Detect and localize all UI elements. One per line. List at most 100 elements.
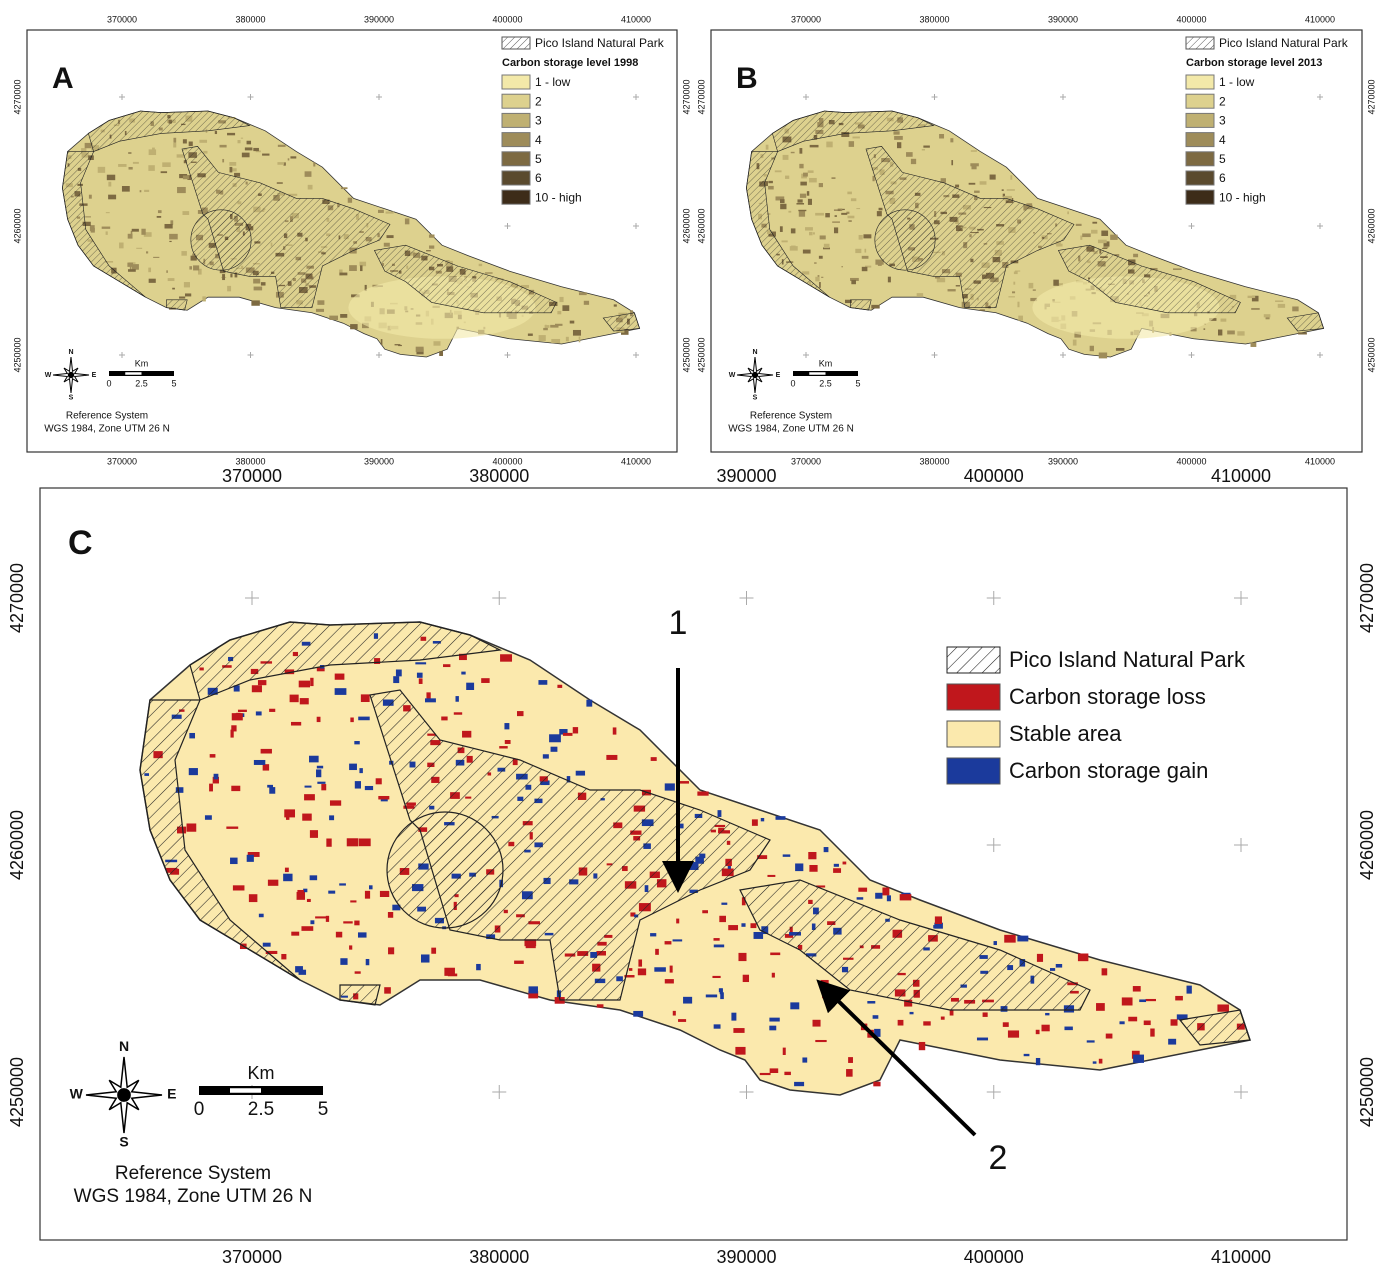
land-patch [797, 199, 802, 202]
land-patch [343, 921, 352, 923]
land-patch [676, 919, 679, 924]
land-patch [258, 680, 266, 685]
land-patch [232, 713, 243, 720]
land-patch [1041, 1025, 1049, 1032]
legend-swatch [1186, 171, 1214, 185]
land-patch [780, 204, 786, 209]
land-patch [415, 662, 426, 664]
land-patch [173, 143, 176, 147]
land-patch [238, 710, 247, 712]
land-patch [247, 855, 254, 862]
legend-swatch [947, 684, 1000, 710]
land-patch [1092, 222, 1097, 224]
land-patch [349, 764, 357, 770]
land-patch [1003, 1022, 1009, 1027]
land-patch [380, 891, 389, 897]
land-patch [597, 1004, 604, 1007]
land-patch [673, 939, 683, 941]
land-patch [199, 140, 207, 143]
land-patch [136, 248, 142, 249]
land-patch [971, 165, 976, 169]
land-patch [291, 932, 299, 936]
land-patch [990, 175, 996, 180]
compass-letter: W [70, 1086, 84, 1102]
land-patch [290, 156, 296, 158]
land-patch [808, 170, 814, 173]
land-patch [98, 167, 105, 173]
legend-label: 3 [535, 114, 542, 128]
x-coord-label: 400000 [1176, 14, 1206, 24]
land-patch [862, 267, 868, 271]
land-patch [570, 321, 575, 324]
land-patch [810, 145, 819, 148]
land-patch [1101, 231, 1108, 236]
compass-letter: N [119, 1038, 129, 1054]
panel-label: A [52, 62, 74, 95]
land-patch [576, 771, 585, 776]
land-patch [566, 337, 569, 341]
x-coord-label: 390000 [716, 1247, 776, 1267]
land-patch [897, 142, 901, 148]
land-patch [1018, 316, 1023, 321]
land-patch [1076, 224, 1082, 226]
land-patch [819, 282, 821, 288]
land-patch [714, 1024, 721, 1028]
land-patch [148, 268, 151, 273]
land-patch [1150, 1029, 1154, 1037]
land-patch [359, 838, 371, 846]
land-patch [784, 1072, 791, 1075]
land-patch [89, 195, 92, 199]
land-patch [768, 186, 774, 190]
park-area [387, 812, 503, 928]
land-patch [543, 328, 548, 330]
y-coord-label: 4260000 [12, 208, 22, 243]
x-coord-label: 410000 [1211, 466, 1271, 486]
land-patch [297, 890, 304, 895]
land-patch [500, 654, 512, 661]
land-patch [340, 314, 347, 318]
land-patch [254, 760, 265, 765]
land-patch [858, 888, 867, 892]
land-patch [865, 249, 867, 253]
land-patch [153, 257, 159, 258]
reference-text: Reference System [115, 1163, 271, 1184]
land-patch [1037, 954, 1043, 962]
land-patch [1146, 999, 1156, 1001]
land-patch [184, 282, 190, 287]
panel-label: C [68, 524, 93, 562]
land-patch [359, 768, 362, 773]
land-patch [182, 211, 189, 215]
land-patch [1008, 1030, 1019, 1037]
land-patch [766, 145, 769, 150]
land-patch [146, 251, 148, 253]
land-patch [1275, 300, 1283, 302]
land-patch [229, 162, 236, 166]
land-patch [108, 182, 111, 187]
scale-tick: 0 [106, 378, 111, 388]
land-patch [317, 300, 324, 305]
land-patch [826, 142, 832, 148]
land-patch [1116, 348, 1124, 351]
land-patch [183, 139, 187, 143]
land-patch [579, 337, 581, 343]
land-patch [1093, 1061, 1097, 1063]
land-patch [770, 1068, 779, 1073]
land-patch [791, 152, 795, 153]
land-patch [665, 783, 675, 790]
land-patch [1017, 936, 1028, 942]
land-patch [1013, 282, 1015, 285]
land-patch [834, 227, 838, 233]
land-patch [790, 246, 798, 250]
land-patch [560, 297, 564, 302]
land-patch [752, 819, 758, 825]
land-patch [821, 980, 829, 985]
land-patch [808, 852, 816, 859]
land-patch [393, 676, 399, 683]
land-patch [1078, 953, 1088, 961]
land-patch [355, 971, 361, 973]
land-patch [365, 891, 370, 899]
land-patch [867, 1001, 875, 1004]
land-patch [355, 781, 361, 788]
land-patch [638, 968, 646, 975]
land-patch [439, 351, 443, 356]
